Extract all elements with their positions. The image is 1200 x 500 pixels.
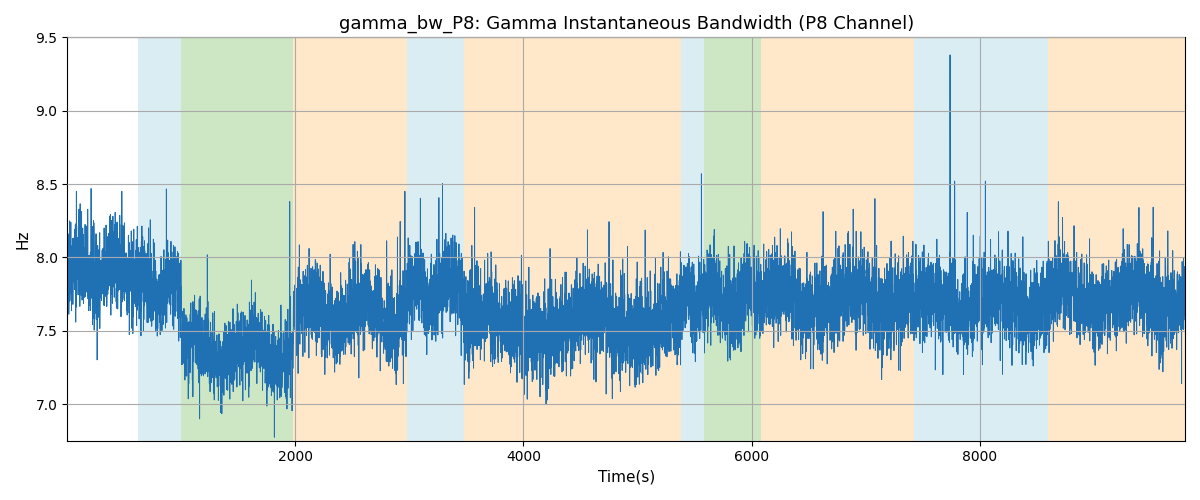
Bar xyxy=(138,38,181,440)
Bar xyxy=(181,38,293,440)
Bar xyxy=(680,38,703,440)
Title: gamma_bw_P8: Gamma Instantaneous Bandwidth (P8 Channel): gamma_bw_P8: Gamma Instantaneous Bandwid… xyxy=(338,15,913,34)
X-axis label: Time(s): Time(s) xyxy=(598,470,655,485)
Bar xyxy=(407,38,464,440)
Bar xyxy=(761,38,913,440)
Bar xyxy=(293,38,407,440)
Bar xyxy=(703,38,761,440)
Bar xyxy=(913,38,1048,440)
Bar xyxy=(1048,38,1186,440)
Bar xyxy=(464,38,680,440)
Y-axis label: Hz: Hz xyxy=(16,230,30,249)
